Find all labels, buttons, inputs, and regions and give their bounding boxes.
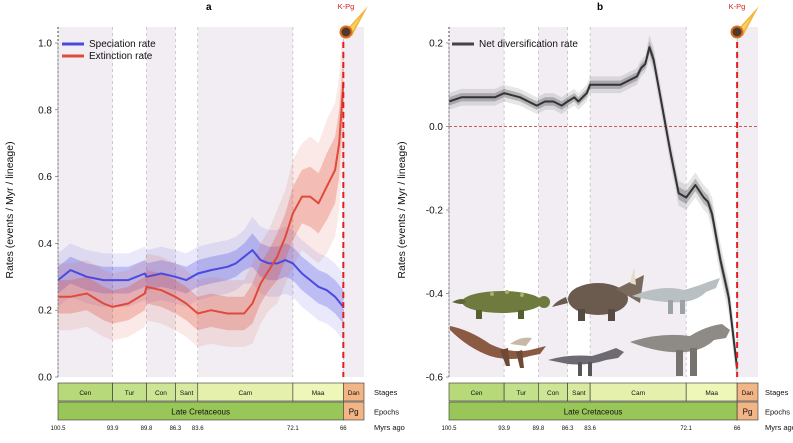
age-label-b: 93.9 — [498, 426, 510, 432]
panel-b-axis: -0.6 -0.4 -0.2 0.0 0.2 — [426, 39, 450, 384]
panel-a-meteor-icon — [339, 6, 368, 39]
y-tick-label-b: -0.6 — [426, 373, 444, 384]
panel-a-axis: 0.0 0.2 0.4 0.6 0.8 1.0 — [38, 39, 59, 384]
stage-label-a: Tur — [125, 390, 135, 397]
stage-shade-a — [58, 27, 113, 377]
stage-shade-a — [146, 27, 176, 377]
age-label-b: 72.1 — [680, 426, 692, 432]
stage-label-b: Sant — [572, 390, 586, 397]
small-theropod-icon — [548, 348, 624, 376]
stages-row-label-a: Stages — [374, 388, 398, 397]
stage-shade-b — [737, 27, 758, 377]
stage-shade-b — [449, 27, 505, 377]
myrs-row-label-b: Myrs ago — [765, 423, 793, 432]
stage-box-a — [343, 382, 365, 402]
panel-a-shading — [58, 27, 364, 377]
stage-label-a: Maa — [312, 390, 325, 397]
age-label-b: 100.5 — [441, 426, 457, 432]
panel-a-kpg-label: K-Pg — [338, 2, 355, 11]
myrs-row-label-a: Myrs ago — [374, 423, 405, 432]
stage-label-b: Cen — [471, 390, 483, 397]
series-line-a-0 — [57, 249, 345, 308]
age-label-a: 100.5 — [50, 426, 66, 432]
y-tick-label-b: 0.0 — [429, 122, 443, 133]
age-label-a: 72.1 — [287, 426, 299, 432]
panel-b-meteor-icon — [730, 6, 759, 39]
panel-b-legend: Net diversification rate — [452, 39, 578, 50]
panel-b-shading — [449, 27, 758, 377]
ankylosaur-icon — [452, 290, 550, 319]
panel-a: a Rates (events / Myr / lineage) 0.00.20… — [4, 2, 405, 432]
age-label-a: 66 — [340, 426, 347, 432]
panel-b-timescale: Cen Tur Con Sant Cam Maa Dan Late Cretaceous Pg 1… — [441, 382, 793, 432]
stage-label-a: Cen — [79, 390, 91, 397]
legend-speciation-label: Speciation rate — [89, 39, 156, 50]
stage-label-a: Sant — [180, 390, 194, 397]
epoch-label-b: Late Cretaceous — [564, 408, 623, 417]
panel-a-lines — [57, 83, 345, 315]
epochs-row-label-b: Epochs — [765, 408, 790, 417]
stage-shade-b — [538, 27, 568, 377]
stage-box-b — [736, 382, 759, 402]
y-tick-label-b: -0.2 — [426, 206, 444, 217]
y-tick-label-a: 0.8 — [38, 105, 52, 116]
series-inner-band-a-0 — [58, 233, 344, 324]
epoch-label-b: Pg — [743, 408, 753, 417]
series-inner-band-a-1 — [58, 49, 344, 331]
y-tick-label-a: 0.6 — [38, 172, 52, 183]
hadrosaur-icon — [632, 278, 720, 314]
epoch-label-a: Pg — [349, 408, 359, 417]
y-tick-label-a: 0.4 — [38, 239, 52, 250]
age-label-b: 89.8 — [533, 426, 545, 432]
epoch-box-b — [736, 401, 759, 421]
panel-b-lines — [448, 46, 739, 369]
age-label-a: 93.9 — [107, 426, 119, 432]
panel-a-ylabel: Rates (events / Myr / lineage) — [4, 141, 16, 278]
age-label-a: 89.8 — [141, 426, 153, 432]
y-tick-label-a: 1.0 — [38, 39, 52, 50]
stage-label-b: Maa — [705, 390, 718, 397]
panel-b-kpg-label: K-Pg — [729, 2, 746, 11]
panel-b: b Rates (events / Myr / lineage) -0.6-0.… — [396, 2, 793, 432]
legend-net-label: Net diversification rate — [479, 39, 578, 50]
stage-label-a: Con — [155, 390, 167, 397]
age-label-b: 86.3 — [562, 426, 574, 432]
age-label-b: 66 — [734, 426, 741, 432]
stages-row-label-b: Stages — [765, 388, 789, 397]
tyrannosaur-icon — [630, 324, 730, 376]
stage-shade-a — [197, 27, 293, 377]
epoch-box-a — [343, 401, 365, 421]
stage-shade-a — [343, 27, 364, 377]
panel-b-ylabel: Rates (events / Myr / lineage) — [396, 141, 408, 278]
stage-label-b: Con — [547, 390, 559, 397]
ceratopsian-icon — [552, 267, 652, 321]
age-label-a: 86.3 — [170, 426, 182, 432]
feathered-dinosaur-icon — [450, 326, 546, 368]
y-tick-label-b: 0.2 — [429, 39, 443, 50]
epoch-label-a: Late Cretaceous — [171, 408, 230, 417]
panel-a-letter: a — [206, 2, 212, 13]
panel-a-legend: Speciation rate Extinction rate — [62, 39, 156, 62]
panel-a-timescale: Cen Tur Con Sant Cam Maa Dan Late Cretaceous Pg 1… — [50, 382, 405, 432]
series-outer-band-a-0 — [58, 216, 344, 341]
legend-extinction-label: Extinction rate — [89, 51, 153, 62]
panel-b-letter: b — [597, 2, 603, 13]
stage-label-a: Cam — [238, 390, 252, 397]
series-line-a-1 — [58, 83, 345, 315]
age-label-b: 83.6 — [584, 426, 596, 432]
y-tick-label-a: 0.0 — [38, 373, 52, 384]
y-tick-label-a: 0.2 — [38, 306, 52, 317]
y-tick-label-b: -0.4 — [426, 289, 444, 300]
epochs-row-label-a: Epochs — [374, 408, 399, 417]
stage-label-b: Cam — [631, 390, 645, 397]
series-line-b-0 — [448, 46, 739, 369]
stage-label-a: Dan — [348, 390, 360, 397]
stage-label-b: Dan — [742, 390, 754, 397]
age-label-a: 83.6 — [192, 426, 204, 432]
stage-label-b: Tur — [516, 390, 526, 397]
